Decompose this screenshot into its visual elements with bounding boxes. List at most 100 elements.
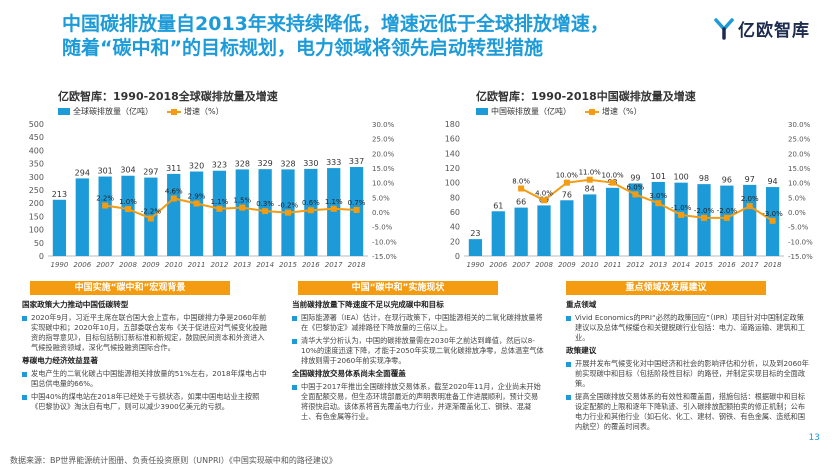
y-left-tick-label: 500 — [29, 120, 44, 129]
bar — [327, 168, 341, 256]
growth-value-label: 11.0% — [579, 169, 602, 177]
y-right-tick-label: 0.0% — [372, 209, 390, 217]
bar — [743, 184, 757, 256]
y-right-tick-label: -5.0% — [372, 224, 393, 232]
chart-1-title: 亿欧智库：1990-2018全球碳排放量及增速 — [58, 90, 278, 103]
y-right-tick-label: 25.0% — [372, 136, 395, 144]
bar-value-label: 294 — [75, 168, 90, 177]
y-right-tick-label: 30.0% — [788, 121, 811, 129]
y-left-tick-label: 50 — [34, 239, 44, 248]
bar-value-label: 328 — [280, 159, 295, 168]
y-right-tick-label: -10.0% — [788, 238, 813, 246]
page-title: 中国碳排放量自2013年来持续降低，增速远低于全球排放增速， 随着“碳中和”的目… — [62, 12, 702, 60]
page-title-line-1: 中国碳排放量自2013年来持续降低，增速远低于全球排放增速， — [62, 13, 609, 35]
chart-1-legend: 全球碳排放量（亿吨） 增速（%） — [58, 106, 224, 117]
y-left-tick-label: 40 — [450, 223, 460, 232]
bar-value-label: 304 — [120, 166, 135, 175]
y-left-tick-label: 350 — [29, 160, 44, 169]
growth-point — [586, 176, 593, 183]
growth-value-label: 10.0% — [601, 172, 624, 180]
x-tick-label: 2009 — [558, 261, 576, 269]
growth-point — [769, 217, 776, 224]
growth-point — [125, 206, 131, 213]
growth-value-label: 6.0% — [627, 183, 645, 191]
bar — [628, 183, 643, 256]
growth-value-label: -1.0% — [671, 204, 692, 212]
growth-value-label: 2.0% — [741, 195, 759, 203]
y-right-tick-label: 20.0% — [788, 150, 811, 158]
y-left-tick-label: 20 — [450, 237, 460, 246]
bar — [98, 176, 112, 256]
y-left-tick-label: 140 — [445, 149, 460, 158]
bar-value-label: 297 — [143, 168, 158, 177]
bar-value-label: 98 — [699, 174, 709, 183]
section-column-status: 当前碳排放量下降速度不足以完成碳中和目标 国际能源署（IEA）估计，在现行政策下… — [292, 298, 544, 425]
bullet-square-icon — [22, 394, 27, 400]
bar-value-label: 97 — [745, 175, 755, 184]
x-tick-label: 2018 — [348, 261, 366, 269]
page-title-line-2: 随着“碳中和”的目标规划，电力领域将领先启动转型措施 — [62, 37, 543, 59]
x-tick-label: 2013 — [233, 261, 251, 269]
y-right-tick-label: 15.0% — [788, 165, 811, 173]
bar — [189, 171, 204, 256]
growth-value-label: 0.7% — [348, 199, 366, 207]
x-tick-label: 2016 — [302, 261, 320, 269]
growth-value-label: 4.6% — [165, 188, 183, 196]
growth-point — [147, 215, 154, 222]
legend-line-swatch — [167, 108, 181, 115]
y-left-tick-label: 180 — [445, 120, 460, 129]
bar-value-label: 99 — [630, 173, 640, 182]
x-tick-label: 1990 — [51, 261, 69, 269]
x-tick-label: 2006 — [73, 261, 91, 269]
growth-point — [632, 191, 639, 198]
bar — [674, 182, 688, 256]
group-heading: 全国碳排放交易体系尚未全面覆盖 — [292, 369, 406, 378]
growth-point — [239, 204, 246, 211]
y-right-tick-label: 25.0% — [788, 136, 811, 144]
y-left-tick-label: 150 — [29, 212, 44, 221]
growth-point — [353, 206, 360, 213]
group-heading: 政策建议 — [566, 346, 597, 355]
legend-line-label: 增速（%） — [184, 107, 224, 116]
growth-value-label: 8.0% — [512, 178, 530, 186]
bar — [514, 207, 528, 256]
logo-text: 亿欧智库 — [738, 21, 810, 41]
bar-value-label: 23 — [470, 229, 480, 238]
bar-value-label: 337 — [349, 157, 364, 166]
growth-value-label: -0.2% — [278, 202, 299, 210]
list-item: 提高全国碳排放交易体系的有效性和覆盖面，措施包括：根据碳中和目标设定配额的上限和… — [566, 392, 810, 432]
growth-point — [330, 205, 337, 212]
bar — [583, 194, 597, 256]
growth-point — [609, 179, 616, 186]
bar-value-label: 100 — [674, 173, 689, 182]
bullet-square-icon — [292, 315, 297, 321]
growth-value-label: 1.1% — [211, 198, 229, 206]
growth-point — [541, 197, 547, 204]
y-left-tick-label: 250 — [29, 186, 44, 195]
growth-line — [104, 197, 357, 220]
growth-point — [655, 200, 662, 207]
x-tick-label: 2016 — [718, 261, 736, 269]
x-tick-label: 2010 — [165, 261, 183, 269]
bullet-square-icon — [566, 361, 571, 367]
y-right-tick-label: -10.0% — [372, 238, 397, 246]
bar — [235, 169, 249, 256]
group-heading: 国家政策大力推动中国低碳转型 — [22, 300, 129, 309]
x-tick-label: 2013 — [649, 261, 667, 269]
bar-value-label: 320 — [189, 162, 204, 171]
x-tick-label: 2008 — [535, 261, 553, 269]
bar — [121, 175, 135, 256]
growth-point — [701, 214, 707, 221]
x-tick-label: 2011 — [604, 261, 622, 269]
bar-value-label: 311 — [166, 164, 181, 173]
bullet-square-icon — [292, 338, 297, 344]
chart-2-legend: 中国碳排放量（亿吨） 增速（%） — [476, 106, 642, 117]
bar-value-label: 323 — [212, 161, 227, 170]
growth-value-label: 0.3% — [256, 200, 274, 208]
y-left-tick-label: 160 — [445, 135, 460, 144]
legend-line-swatch — [585, 108, 599, 115]
x-tick-label: 2007 — [512, 261, 530, 269]
bar — [52, 199, 67, 256]
yiou-logo-icon — [714, 17, 734, 40]
legend-bar-swatch — [58, 108, 70, 115]
